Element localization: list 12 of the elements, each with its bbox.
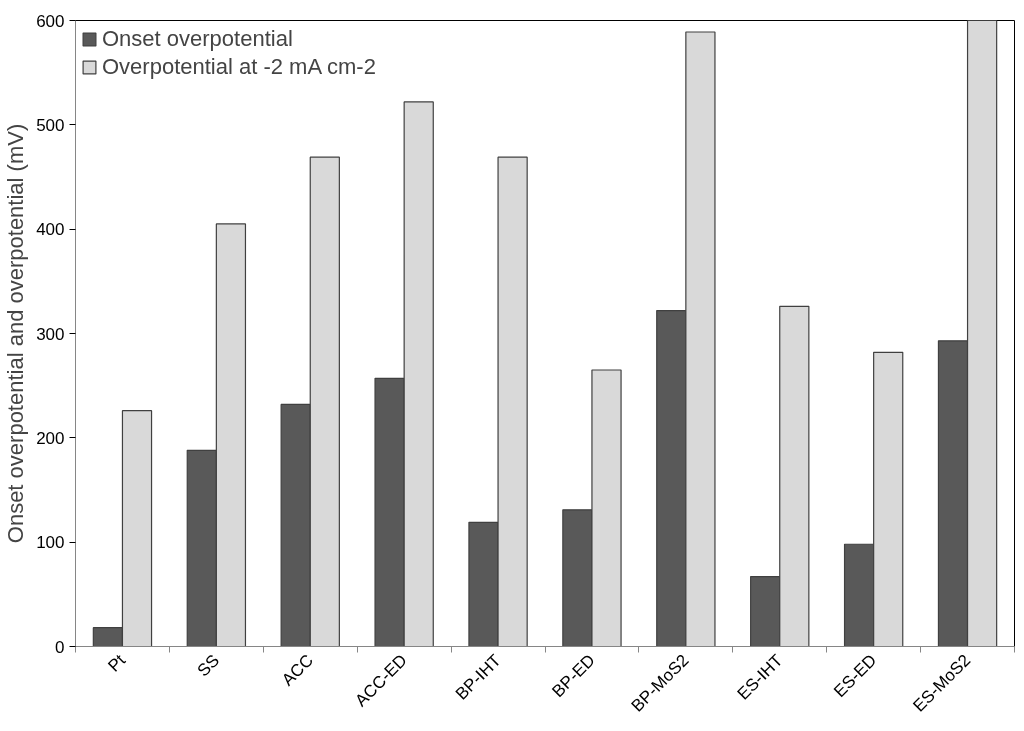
y-tick-label: 0 xyxy=(55,637,65,657)
legend-label: Overpotential at -2 mA cm-2 xyxy=(102,54,376,80)
y-tick-label: 500 xyxy=(36,115,65,135)
y-tick-label: 100 xyxy=(36,533,65,553)
y-tick-label: 600 xyxy=(36,11,65,31)
x-tick-label: SS xyxy=(193,650,224,681)
y-tick-label: 400 xyxy=(36,220,65,240)
legend-label: Onset overpotential xyxy=(102,26,293,52)
x-tick-label: Pt xyxy=(104,650,130,676)
y-tick-label: 200 xyxy=(36,428,65,448)
y-tick-label: 300 xyxy=(36,324,65,344)
y-axis-title: Onset overpotential and overpotential (mV) xyxy=(3,123,29,544)
